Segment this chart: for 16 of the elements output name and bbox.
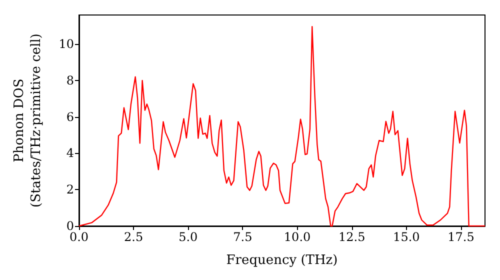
x-tick-label: 0.0 [69, 230, 89, 244]
y-tick-label: 10 [58, 37, 74, 52]
y-tick-label: 6 [66, 110, 74, 124]
x-tick-label: 5.0 [178, 230, 198, 244]
x-tick-label: 2.5 [124, 230, 144, 244]
y-tick-label: 2 [66, 182, 74, 197]
x-tick-label: 15.0 [393, 230, 420, 244]
x-axis-title: Frequency (THz) [226, 253, 338, 268]
x-tick-label: 10.0 [284, 230, 311, 244]
x-tick-label: 7.5 [233, 230, 252, 244]
y-axis-title: Phonon DOS (States/THz·primitive cell) [12, 33, 44, 208]
y-tick-label: 4 [66, 146, 74, 160]
x-tick-label: 12.5 [338, 230, 366, 244]
x-tick-label: 17.5 [448, 230, 474, 244]
y-tick-label: 0 [66, 219, 74, 233]
y-tick-label: 8 [66, 73, 74, 88]
